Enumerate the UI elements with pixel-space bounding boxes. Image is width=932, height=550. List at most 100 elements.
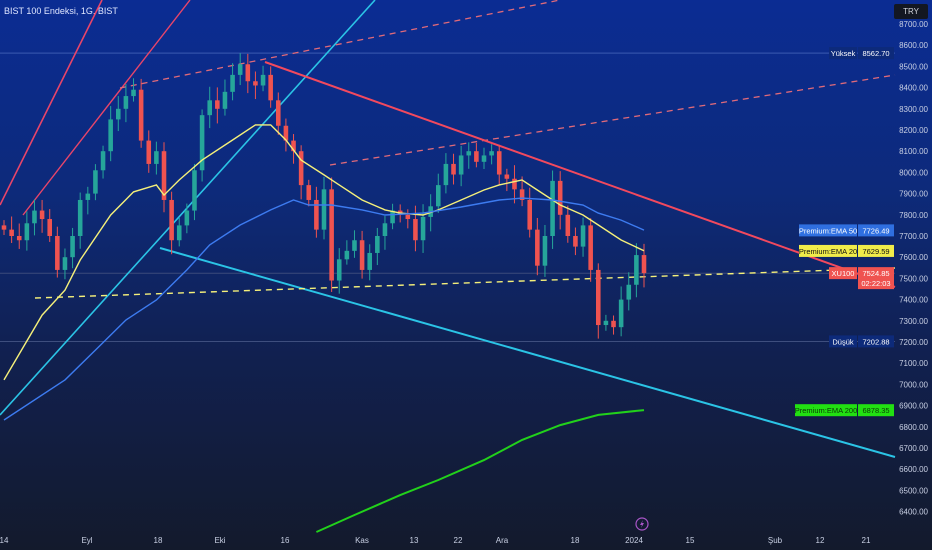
candle <box>466 142 472 169</box>
time-tick-label: 16 <box>281 536 290 545</box>
trendline-yellow-dashed[interactable] <box>34 267 896 299</box>
candle <box>603 314 609 331</box>
candle <box>504 168 510 192</box>
candle <box>596 263 601 339</box>
low-level-tag: Düşük 7202.88 <box>829 335 894 348</box>
candle-body <box>436 185 441 207</box>
trendline-dashed-middle[interactable] <box>329 74 896 166</box>
candle <box>32 199 37 236</box>
candle-body <box>603 320 609 326</box>
candle-body <box>245 64 251 82</box>
candle-body <box>626 284 632 300</box>
candle-body <box>32 210 37 224</box>
candle <box>77 192 83 249</box>
trendline-cyan-falling[interactable] <box>159 247 896 458</box>
candle-body <box>9 229 14 236</box>
candle <box>321 176 327 240</box>
candle-body <box>146 140 152 164</box>
candle-body <box>451 163 456 175</box>
candle-body <box>359 240 365 270</box>
trendline-dashed-upper[interactable] <box>119 0 561 89</box>
candle <box>184 203 190 234</box>
high-level-tag-value-box <box>858 47 894 60</box>
candle <box>314 186 319 238</box>
candle <box>542 224 548 277</box>
trendline-red-steep[interactable] <box>0 0 103 206</box>
time-tick-label: Kas <box>355 536 369 545</box>
candles <box>1 53 647 339</box>
candle <box>93 164 98 201</box>
time-tick-label: Eki <box>214 536 225 545</box>
candle-body <box>39 210 45 220</box>
candle-body <box>260 74 266 86</box>
candle-body <box>489 151 494 156</box>
time-tick-label: 12 <box>816 536 825 545</box>
candle <box>85 186 91 215</box>
candle <box>443 153 449 194</box>
candle <box>215 87 220 124</box>
ema20-tag-label-box <box>799 244 857 257</box>
high-level-tag-value: 8562.70 <box>862 49 889 58</box>
time-axis[interactable]: 14 Eyl 18 Eki 16 Kas 13 22 Ara 18 2024 15 Şub 12 21 <box>0 536 871 545</box>
lightning-icon[interactable] <box>635 517 649 531</box>
trendline-drawings[interactable] <box>0 0 896 458</box>
candle <box>557 171 563 230</box>
price-tick-label: 8000.00 <box>899 168 928 177</box>
price-tick-label: 7900.00 <box>899 190 928 199</box>
candle <box>580 217 586 257</box>
candle <box>16 223 22 249</box>
candle-body <box>580 225 586 247</box>
candle-body <box>458 155 464 175</box>
candle-body <box>138 89 144 141</box>
candle-body <box>329 189 334 281</box>
last-price-tag-label: XU100 <box>832 269 855 278</box>
candle <box>123 83 129 123</box>
candle <box>359 230 365 279</box>
candle-body <box>550 180 555 236</box>
high-level-tag: Yüksek 8562.70 <box>829 47 894 60</box>
candle-body <box>1 225 7 230</box>
price-tick-label: 8500.00 <box>899 62 928 71</box>
candle <box>420 204 426 253</box>
candle <box>634 243 639 298</box>
candle <box>565 205 571 243</box>
candle-body <box>634 255 639 285</box>
candle-body <box>85 193 91 200</box>
candle-body <box>169 199 174 241</box>
high-level-tag-label-box <box>829 47 857 60</box>
candle-body <box>154 151 159 164</box>
time-tick-label: 14 <box>0 536 9 545</box>
trendline-red-channel[interactable] <box>22 0 191 216</box>
candle <box>192 163 197 221</box>
candle-body <box>192 170 197 211</box>
candle <box>253 71 258 100</box>
candle-body <box>618 299 624 328</box>
candle-body <box>123 96 129 109</box>
candle <box>230 63 235 101</box>
candle-body <box>176 225 182 241</box>
candle <box>519 176 525 207</box>
currency-button[interactable]: TRY <box>894 4 928 19</box>
price-tick-label: 7700.00 <box>899 232 928 241</box>
trendline-cyan-rising[interactable] <box>0 0 376 416</box>
candle <box>436 173 441 213</box>
candle <box>618 286 624 337</box>
candle-body <box>215 100 220 109</box>
ema20-tag-label: Premium:EMA 20 <box>799 247 857 256</box>
candle-body <box>481 155 487 162</box>
ema50-tag: Premium:EMA 50 7726.49 <box>799 224 894 237</box>
low-level-tag-label-box <box>829 335 857 348</box>
candle <box>116 96 121 132</box>
price-tick-label: 7200.00 <box>899 338 928 347</box>
candle <box>390 203 395 230</box>
candle-body <box>466 151 472 156</box>
trendline-red-falling[interactable] <box>264 61 896 288</box>
candle-body <box>24 223 30 241</box>
ema20-tag-value: 7629.59 <box>862 247 889 256</box>
candle-body <box>527 199 532 230</box>
price-axis[interactable]: 8700.00 8600.00 8500.00 8400.00 8300.00 8200.… <box>899 20 928 517</box>
price-tick-label: 6500.00 <box>899 486 928 495</box>
price-tick-label: 6800.00 <box>899 423 928 432</box>
